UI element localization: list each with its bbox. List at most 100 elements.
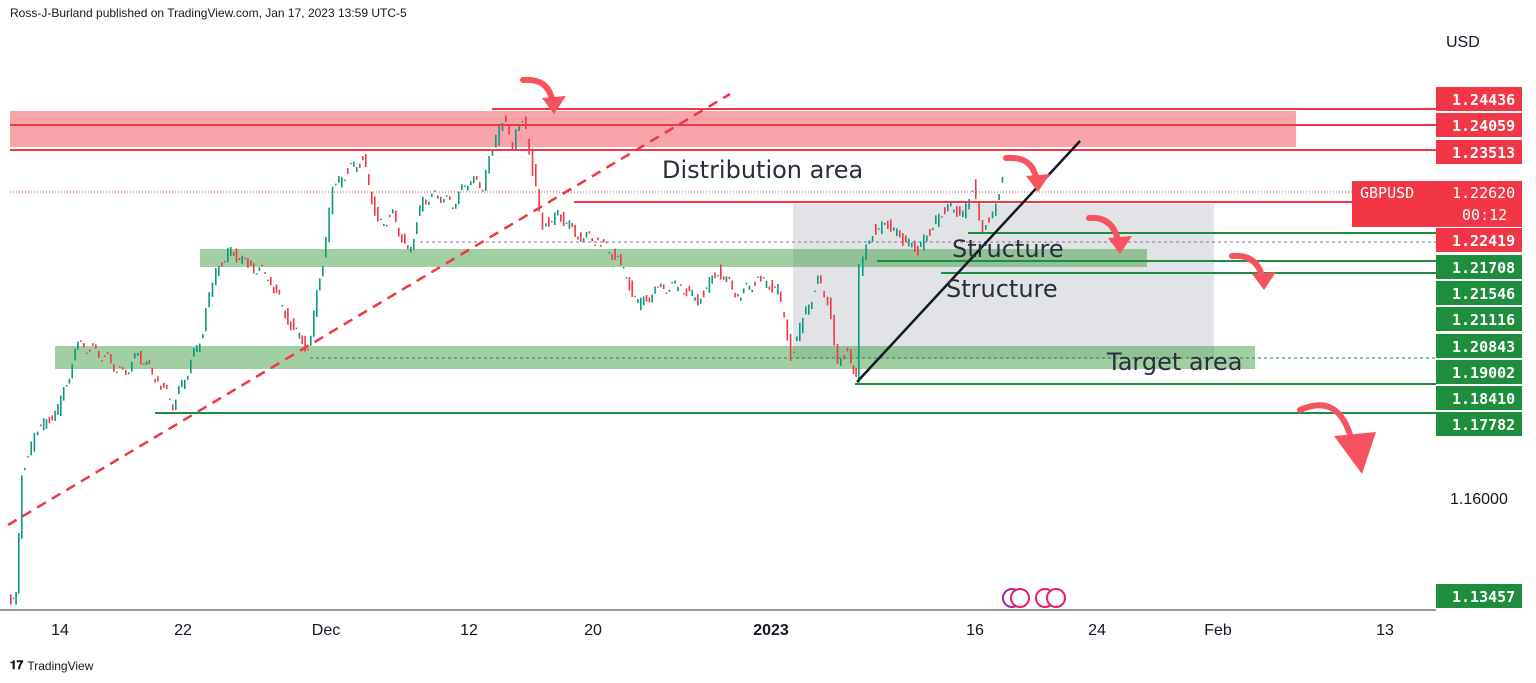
- candle: [582, 237, 585, 242]
- candle: [113, 364, 115, 372]
- candle: [711, 275, 713, 284]
- candle: [252, 263, 255, 274]
- candle: [808, 304, 810, 315]
- candle: [292, 318, 295, 331]
- candle: [962, 210, 964, 217]
- arrowhead-icons: [542, 96, 1376, 474]
- candle: [774, 286, 776, 288]
- candle: [36, 431, 39, 436]
- candle: [765, 281, 768, 289]
- candle: [473, 176, 475, 184]
- candle: [988, 217, 990, 223]
- candle: [190, 359, 192, 374]
- candle: [511, 142, 514, 150]
- candle: [184, 379, 186, 389]
- candle: [720, 264, 722, 280]
- candle: [640, 297, 642, 311]
- candle: [401, 234, 403, 243]
- candle: [383, 223, 385, 227]
- time-tick-label: 2023: [753, 622, 789, 639]
- candle: [548, 217, 550, 227]
- candle: [338, 176, 340, 183]
- candle: [407, 245, 409, 250]
- candle: [691, 289, 693, 296]
- economic-event-icons[interactable]: [1002, 588, 1066, 608]
- candle: [944, 207, 946, 215]
- candle: [840, 358, 842, 366]
- candle: [479, 182, 481, 188]
- candle: [521, 120, 524, 123]
- candle: [224, 260, 226, 263]
- candle: [290, 321, 292, 331]
- candle: [645, 295, 648, 302]
- price-label-bg: [1436, 140, 1522, 164]
- candle: [600, 245, 602, 247]
- support-zone-upper: [200, 249, 1147, 267]
- candle: [350, 162, 352, 165]
- candle: [304, 335, 306, 352]
- candle: [116, 371, 118, 374]
- time-axis[interactable]: 14 22 Dec 12 20 2023 16 24 Feb 13: [51, 622, 1394, 639]
- candle: [654, 286, 656, 294]
- candle: [830, 297, 832, 320]
- candle: [313, 310, 315, 337]
- candle: [545, 223, 547, 227]
- candle: [551, 220, 553, 223]
- candle: [449, 196, 451, 200]
- candle: [505, 115, 507, 123]
- candle: [205, 308, 207, 332]
- candle: [101, 360, 103, 362]
- candle: [562, 212, 565, 227]
- price-label: 1.23513: [1452, 144, 1515, 162]
- candle: [386, 224, 388, 227]
- candle: [802, 317, 804, 334]
- candle: [187, 375, 189, 380]
- candle: [622, 266, 625, 269]
- candle: [836, 343, 839, 364]
- candle: [395, 210, 397, 223]
- candle: [470, 181, 472, 186]
- price-label: 1.18410: [1452, 390, 1515, 408]
- candle: [434, 190, 436, 192]
- candle: [140, 350, 142, 365]
- candle: [227, 247, 229, 262]
- resistance-zone: [10, 111, 1296, 147]
- candle: [440, 196, 442, 203]
- candle: [875, 224, 877, 235]
- symbol-name: GBPUSD: [1360, 184, 1414, 202]
- candle: [637, 299, 639, 303]
- candle: [862, 256, 864, 276]
- candle: [799, 322, 801, 341]
- candle: [347, 168, 349, 174]
- candle: [826, 296, 829, 306]
- candle: [71, 363, 73, 379]
- candle: [368, 174, 370, 186]
- candle: [95, 344, 97, 349]
- candle: [817, 275, 819, 284]
- candle: [846, 347, 849, 352]
- candle: [310, 335, 312, 346]
- candle: [422, 196, 424, 212]
- candle: [783, 311, 785, 318]
- candle: [978, 202, 980, 221]
- candle: [893, 227, 895, 231]
- candle: [771, 279, 773, 293]
- price-label-bg: [1436, 584, 1522, 608]
- candle: [335, 183, 337, 186]
- price-label: 1.21116: [1452, 311, 1515, 329]
- last-price: 1.22620: [1452, 184, 1515, 202]
- candle: [740, 297, 742, 301]
- candle: [328, 207, 330, 243]
- candle: [823, 291, 825, 298]
- price-label: 1.19002: [1452, 364, 1515, 382]
- candle: [1001, 176, 1004, 183]
- candle: [275, 284, 278, 294]
- candle: [998, 194, 1000, 200]
- candle: [181, 379, 183, 388]
- candle: [959, 206, 961, 216]
- candle: [413, 238, 415, 250]
- candle: [651, 294, 653, 303]
- currency-label: USD: [1446, 34, 1480, 51]
